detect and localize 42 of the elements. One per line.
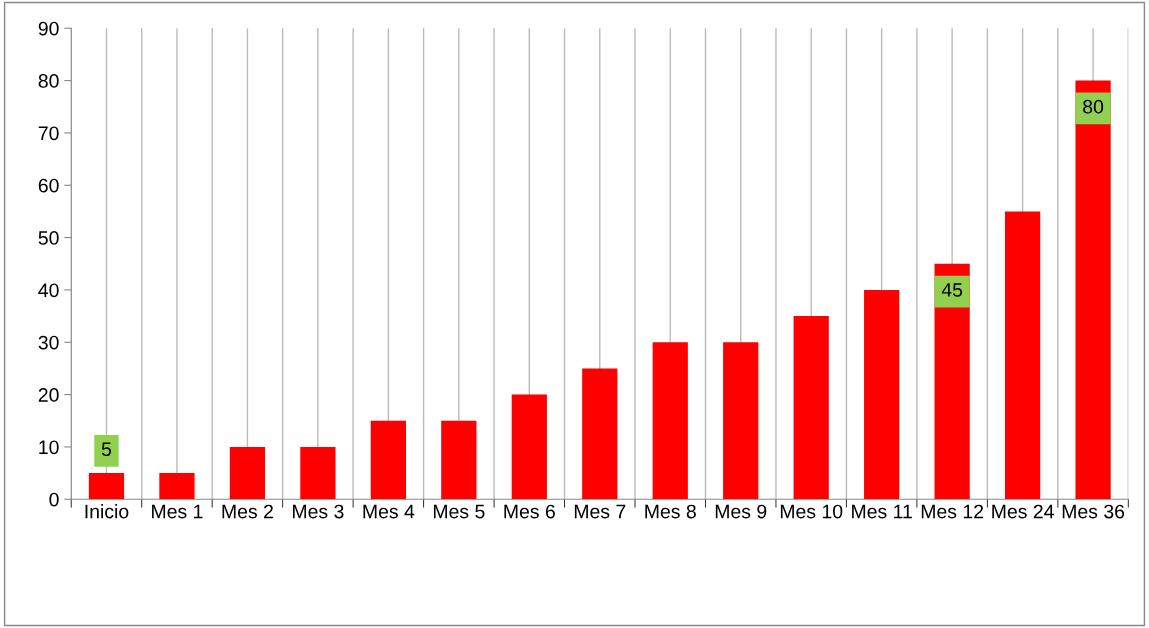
y-tick-label: 80 xyxy=(38,74,59,88)
x-tick-label: Mes 6 xyxy=(504,504,555,519)
x-tick-label: Mes 8 xyxy=(645,504,696,519)
x-tick-label: Mes 3 xyxy=(293,504,344,519)
y-tick-label: 50 xyxy=(38,231,59,245)
x-tick-label: Mes 7 xyxy=(574,504,626,519)
bar xyxy=(652,342,688,500)
bar xyxy=(1004,211,1041,500)
data-label: 45 xyxy=(941,283,963,297)
x-tick-label: Mes 2 xyxy=(222,504,273,519)
x-tick-label: Mes 1 xyxy=(152,504,203,519)
data-label: 80 xyxy=(1083,99,1104,114)
y-tick-label: 30 xyxy=(38,335,59,350)
x-tick-label: Mes 12 xyxy=(921,504,984,519)
x-tick-label: Mes 36 xyxy=(1062,504,1125,519)
x-tick-label: Inicio xyxy=(85,504,129,519)
y-tick-label: 20 xyxy=(38,388,59,402)
x-tick-label: Mes 24 xyxy=(992,504,1054,519)
data-label: 5 xyxy=(101,442,112,457)
bar xyxy=(864,289,900,500)
bar xyxy=(582,368,618,500)
bar xyxy=(793,316,829,500)
bar xyxy=(723,342,759,500)
bar xyxy=(229,446,266,500)
bar xyxy=(511,394,547,500)
bar xyxy=(441,420,477,500)
bar xyxy=(88,473,125,500)
x-tick-label: Mes 4 xyxy=(363,504,415,519)
y-tick-label: 90 xyxy=(38,21,59,36)
x-tick-label: Mes 10 xyxy=(780,504,843,519)
bar xyxy=(370,420,406,500)
bar xyxy=(159,473,195,500)
y-tick-label: 40 xyxy=(38,283,59,298)
bar xyxy=(1075,80,1111,500)
x-tick-label: Mes 9 xyxy=(715,504,767,519)
y-tick-label: 10 xyxy=(39,440,59,455)
y-tick-label: 70 xyxy=(38,126,59,141)
x-tick-label: Mes 11 xyxy=(852,504,912,519)
y-tick-label: 0 xyxy=(49,492,59,507)
x-tick-label: Mes 5 xyxy=(433,504,485,519)
y-tick-label: 60 xyxy=(38,178,59,193)
bar xyxy=(300,446,336,500)
